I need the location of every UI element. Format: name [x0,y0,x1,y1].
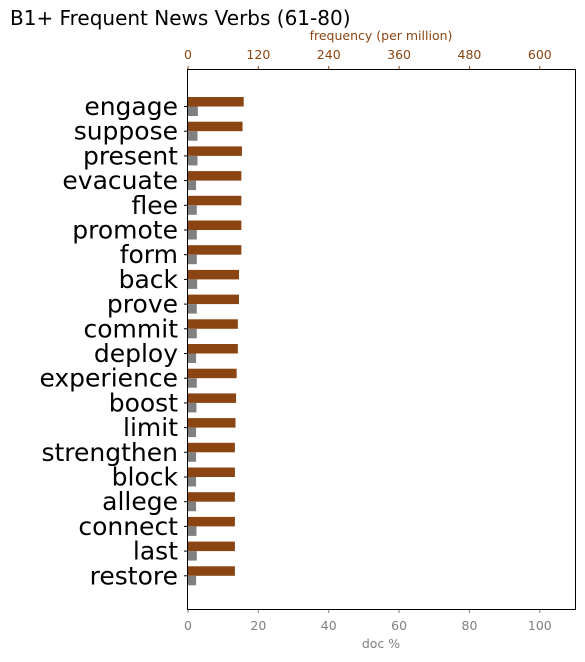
y-tick-label: connect [78,512,178,541]
doc-percent-bar [188,378,197,388]
frequency-bar [188,516,235,527]
y-tick-label: boost [109,388,178,417]
frequency-bar [188,171,242,181]
x-top-tick-label: 480 [458,47,482,62]
frequency-bar [188,368,237,379]
x-top-tick-label: 0 [184,47,192,62]
y-tick-label: deploy [94,339,178,368]
frequency-bar [188,492,235,502]
doc-percent-bar [188,106,198,116]
doc-percent-bar [188,155,198,166]
y-tick-label: form [120,240,178,269]
doc-percent-bar [188,353,197,363]
y-tick-label: suppose [74,117,178,146]
chart-marks: engagesupposepresentevacuatefleepromotef… [39,47,551,633]
x-bottom-tick-label: 20 [250,618,266,633]
doc-percent-bar [188,402,197,413]
x-bottom-tick-label: 60 [391,618,407,633]
doc-percent-bar [188,477,197,487]
x-bottom-tick-label: 0 [184,618,192,633]
y-tick-label: last [133,537,178,566]
bottom-axis-label: doc % [362,636,400,651]
frequency-bar [188,146,242,156]
doc-percent-bar [188,575,197,586]
y-tick-label: allege [102,487,178,516]
doc-percent-bar [188,526,197,536]
frequency-bar [188,294,240,305]
x-bottom-tick-label: 100 [528,618,552,633]
frequency-bar [188,220,242,230]
frequency-bar [188,319,238,329]
frequency-bar [188,344,238,354]
y-tick-label: strengthen [41,438,178,467]
frequency-bar [188,467,235,477]
doc-percent-bar [188,180,197,191]
doc-percent-bar [188,328,197,339]
top-axis-label: frequency (per million) [310,28,453,43]
x-bottom-tick-label: 80 [462,618,478,633]
y-tick-label: block [112,463,179,492]
frequency-bar [188,541,235,552]
doc-percent-bar [188,427,197,438]
doc-percent-bar [188,131,198,141]
doc-percent-bar [188,501,197,512]
doc-percent-bar [188,551,197,561]
x-top-tick-label: 120 [246,47,270,62]
frequency-bar [188,393,237,403]
frequency-bar [188,418,236,428]
frequency-bar [188,566,235,576]
y-tick-label: engage [84,92,178,121]
x-top-tick-label: 600 [528,47,552,62]
plot-frame [187,69,576,610]
doc-percent-bar [188,254,197,265]
y-tick-label: flee [131,191,178,220]
frequency-bar [188,121,243,132]
x-top-tick-label: 360 [387,47,411,62]
y-tick-label: prove [107,290,178,319]
frequency-bar [188,195,242,206]
y-tick-label: back [119,265,179,294]
y-tick-label: promote [72,216,178,245]
frequency-bar [188,269,240,280]
frequency-bar [188,245,242,255]
y-tick-label: present [83,141,178,170]
doc-percent-bar [188,452,197,462]
doc-percent-bar [188,230,197,240]
y-tick-label: limit [123,413,178,442]
doc-percent-bar [188,205,197,215]
chart-title: B1+ Frequent News Verbs (61-80) [10,6,351,30]
y-tick-label: commit [84,314,179,343]
y-tick-label: evacuate [62,166,178,195]
doc-percent-bar [188,304,197,314]
x-bottom-tick-label: 40 [321,618,337,633]
y-tick-label: restore [90,561,178,590]
x-top-tick-label: 240 [317,47,341,62]
frequency-bar [188,97,244,107]
frequency-bar [188,442,235,453]
y-tick-label: experience [39,364,178,393]
doc-percent-bar [188,279,198,289]
